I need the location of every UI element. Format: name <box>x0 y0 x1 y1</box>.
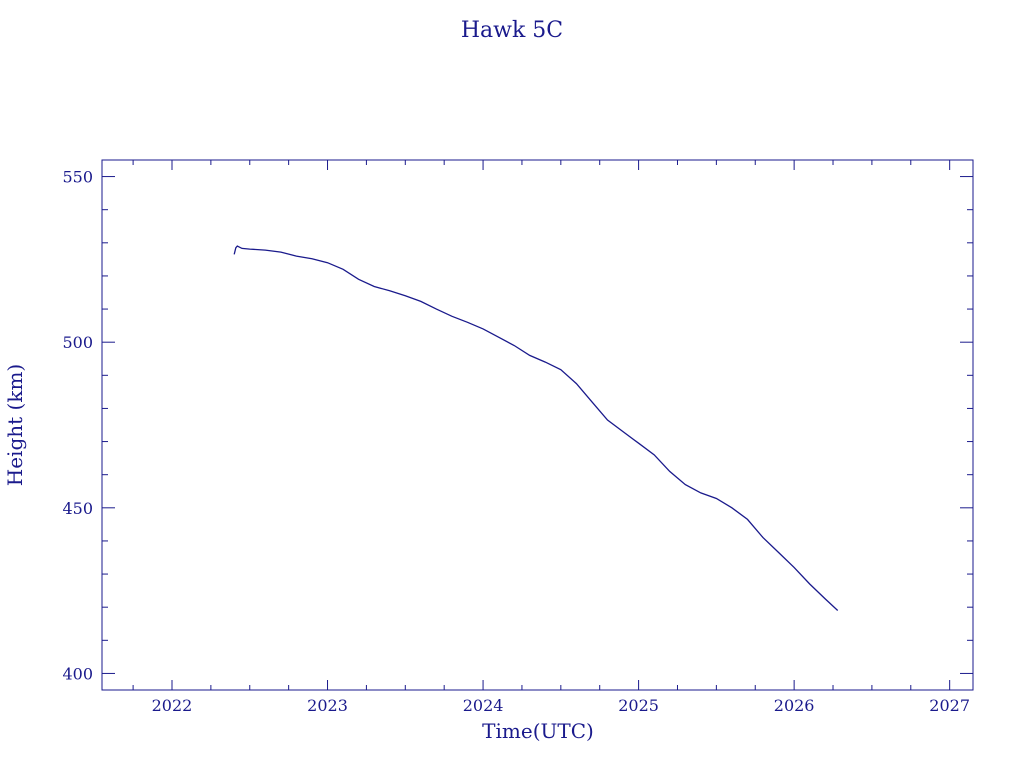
y-tick-label: 500 <box>62 333 93 352</box>
y-tick-label: 450 <box>62 499 93 518</box>
x-tick-label: 2026 <box>774 696 815 715</box>
x-tick-label: 2024 <box>463 696 504 715</box>
chart-title: Hawk 5C <box>461 18 563 43</box>
height-series-line <box>233 245 839 611</box>
x-tick-label: 2027 <box>929 696 970 715</box>
tick-labels: 2022 2023 2024 2025 2026 2027 400 450 500 550 <box>62 168 970 715</box>
y-axis-title: Height (km) <box>3 364 27 486</box>
x-axis-title: Time(UTC) <box>482 719 594 743</box>
plot-frame <box>101 159 974 691</box>
x-tick-label: 2023 <box>307 696 348 715</box>
y-tick-label: 550 <box>62 168 93 187</box>
y-tick-label: 400 <box>62 664 93 683</box>
x-tick-label: 2022 <box>152 696 193 715</box>
axis-ticks <box>102 160 973 690</box>
x-tick-label: 2025 <box>618 696 659 715</box>
